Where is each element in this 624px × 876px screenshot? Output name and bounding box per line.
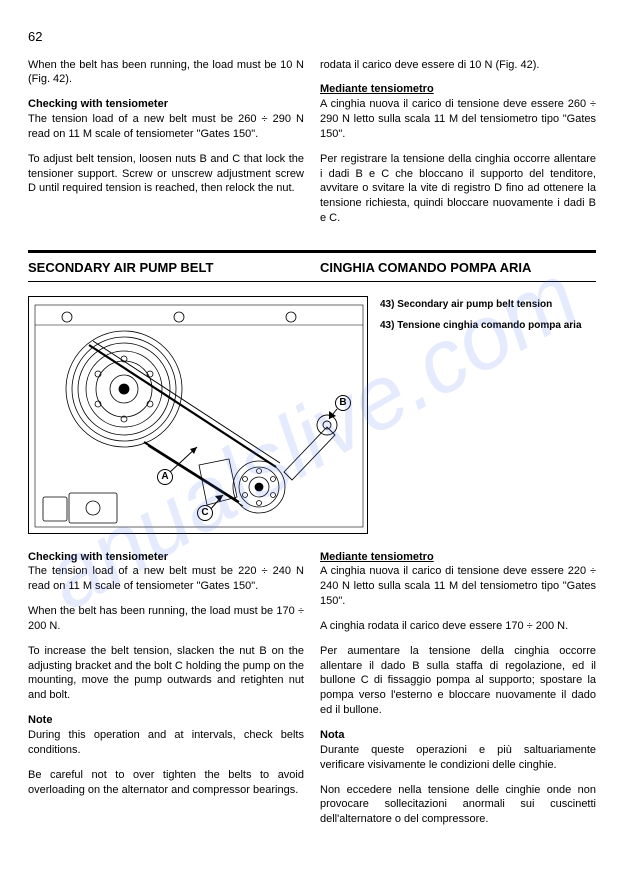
- section-title-en: SECONDARY AIR PUMP BELT: [28, 259, 304, 277]
- top-left-col: When the belt has been running, the load…: [28, 58, 304, 236]
- top-left-p3: To adjust belt tension, loosen nuts B an…: [28, 152, 304, 197]
- section-title-it: CINGHIA COMANDO POMPA ARIA: [320, 259, 596, 277]
- bottom-left-col: Checking with tensiometer The tension lo…: [28, 550, 304, 838]
- bot-right-p1: A cinghia nuova il carico di tensione de…: [320, 564, 596, 609]
- bot-right-p3: Per aumentare la tensione della cinghia …: [320, 644, 596, 718]
- divider-thick: [28, 250, 596, 253]
- bot-right-p4: Durante queste operazioni e più saltuari…: [320, 743, 596, 773]
- bottom-block: Checking with tensiometer The tension lo…: [28, 550, 596, 838]
- bot-left-p4: During this operation and at intervals, …: [28, 728, 304, 758]
- page-number: 62: [28, 28, 596, 46]
- bot-left-h2: Note: [28, 713, 304, 728]
- bot-left-p1: The tension load of a new belt must be 2…: [28, 564, 304, 594]
- bot-right-p5: Non eccedere nella tensione delle cinghi…: [320, 783, 596, 828]
- top-right-col: rodata il carico deve essere di 10 N (Fi…: [320, 58, 596, 236]
- bot-left-p3: To increase the belt tension, slacken th…: [28, 644, 304, 703]
- top-right-h1: Mediante tensiometro: [320, 82, 596, 97]
- diagram-svg: [29, 297, 368, 534]
- bot-right-p2: A cinghia rodata il carico deve essere 1…: [320, 619, 596, 634]
- bot-right-h2: Nota: [320, 728, 596, 743]
- belt-diagram: A B C: [28, 296, 368, 534]
- top-left-p2: The tension load of a new belt must be 2…: [28, 112, 304, 142]
- top-left-p1: When the belt has been running, the load…: [28, 58, 304, 88]
- label-c: C: [197, 505, 213, 521]
- top-block: When the belt has been running, the load…: [28, 58, 596, 236]
- caption-en: 43) Secondary air pump belt tension: [380, 298, 596, 311]
- bot-left-h1: Checking with tensiometer: [28, 550, 304, 565]
- top-right-p1: rodata il carico deve essere di 10 N (Fi…: [320, 58, 596, 73]
- section-title-row: SECONDARY AIR PUMP BELT CINGHIA COMANDO …: [28, 259, 596, 277]
- top-right-p2: A cinghia nuova il carico di tensione de…: [320, 97, 596, 142]
- figure-row: A B C 43) Secondary air pump belt tensio…: [28, 296, 596, 534]
- top-left-h1: Checking with tensiometer: [28, 97, 304, 112]
- bottom-right-col: Mediante tensiometro A cinghia nuova il …: [320, 550, 596, 838]
- label-a: A: [157, 469, 173, 485]
- top-right-p3: Per registrare la tensione della cinghia…: [320, 152, 596, 226]
- bot-left-p2: When the belt has been running, the load…: [28, 604, 304, 634]
- bot-right-h1: Mediante tensiometro: [320, 550, 596, 565]
- caption-area: 43) Secondary air pump belt tension 43) …: [380, 296, 596, 534]
- divider-thin: [28, 281, 596, 282]
- caption-it: 43) Tensione cinghia comando pompa aria: [380, 319, 596, 332]
- bot-left-p5: Be careful not to over tighten the belts…: [28, 768, 304, 798]
- label-b: B: [335, 395, 351, 411]
